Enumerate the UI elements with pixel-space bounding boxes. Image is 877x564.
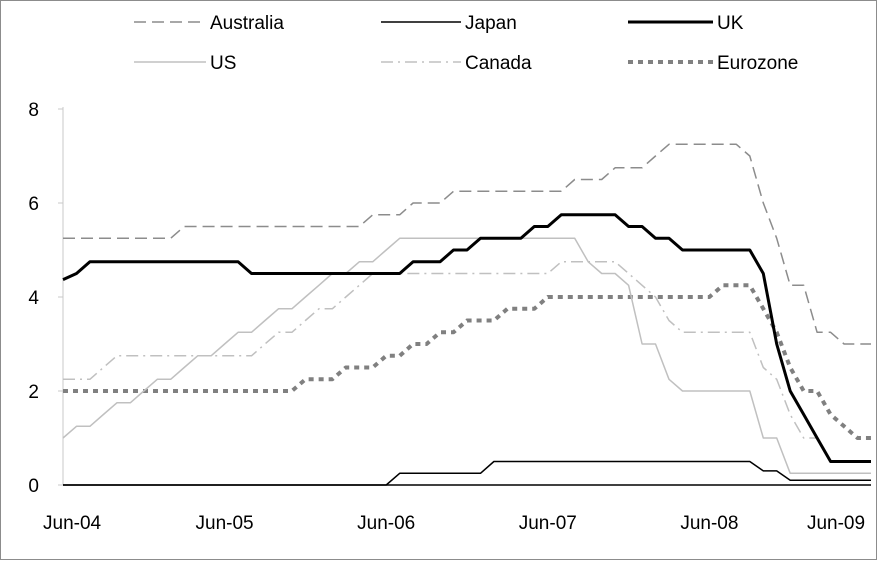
legend-label: Eurozone	[717, 53, 798, 74]
legend-item-canada: Canada	[381, 53, 532, 74]
x-axis: Jun-04 Jun-05 Jun-06 Jun-07 Jun-08 Jun-09	[43, 484, 871, 534]
legend-item-uk: UK	[628, 13, 744, 34]
legend-item-australia: Australia	[134, 13, 284, 34]
legend-label: Australia	[210, 13, 284, 34]
legend-label: Canada	[465, 53, 532, 74]
series-line-japan	[63, 460, 871, 486]
x-tick-label: Jun-09	[807, 513, 865, 534]
y-axis: 0 2 4 6 8	[28, 100, 64, 497]
y-tick-label: 6	[28, 194, 39, 215]
legend-label: Japan	[465, 13, 517, 34]
series-line-canada	[63, 261, 871, 463]
series-line-uk	[62, 213, 871, 463]
plot-lines	[62, 143, 871, 486]
y-tick-label: 4	[28, 288, 39, 309]
legend-item-us: US	[134, 53, 236, 74]
series-line-australia	[63, 143, 871, 345]
y-tick-label: 2	[28, 382, 39, 403]
x-tick-label: Jun-06	[357, 513, 415, 534]
legend-item-eurozone: Eurozone	[628, 53, 798, 74]
x-tick-label: Jun-07	[519, 513, 577, 534]
y-tick-label: 8	[28, 100, 39, 121]
legend-item-japan: Japan	[381, 13, 517, 34]
x-tick-label: Jun-04	[43, 513, 102, 534]
series-line-us	[62, 237, 871, 475]
series-line-eurozone	[63, 283, 871, 440]
legend-label: US	[210, 53, 236, 74]
x-tick-label: Jun-05	[196, 513, 254, 534]
x-tick-label: Jun-08	[680, 513, 738, 534]
legend: Australia Japan UK US Canada Eurozone	[134, 13, 798, 74]
y-tick-label: 0	[28, 476, 39, 497]
legend-label: UK	[717, 13, 744, 34]
